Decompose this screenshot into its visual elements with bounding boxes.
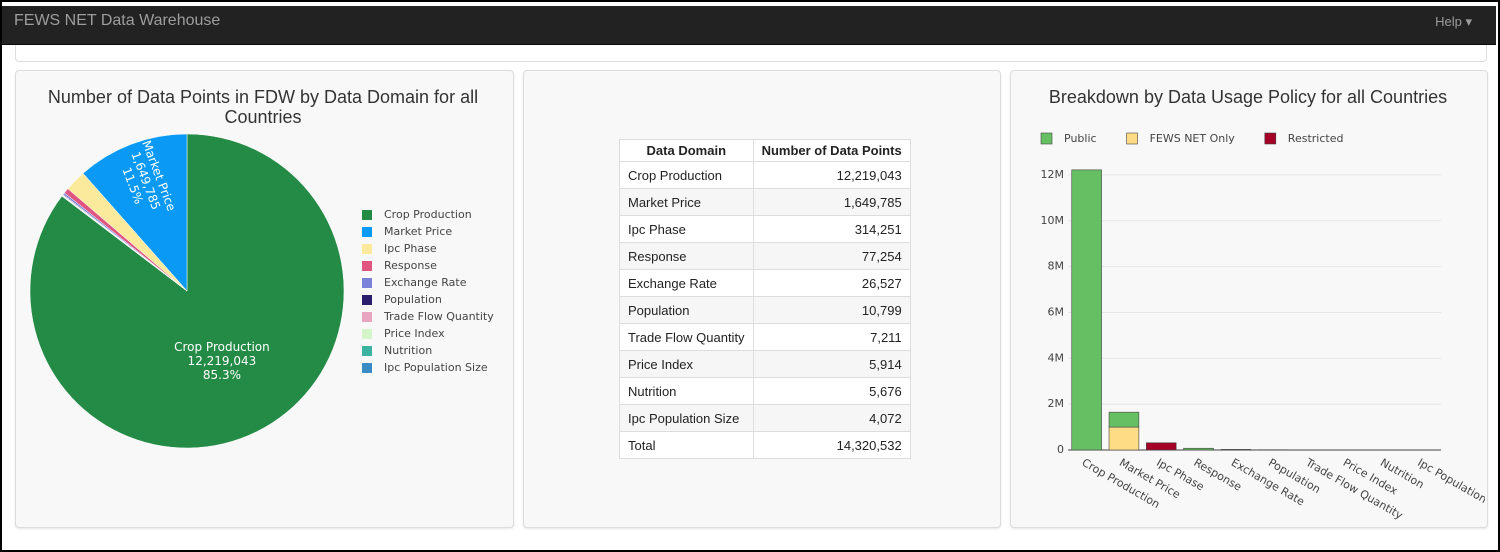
table-row: Population 10,799 — [619, 296, 911, 324]
table-cell: 7,211 — [752, 323, 911, 351]
column-header: Data Domain — [619, 139, 754, 162]
legend-label: Response — [384, 259, 437, 272]
legend-swatch — [1264, 132, 1277, 145]
legend-swatch — [362, 244, 372, 254]
pie-slice — [29, 133, 345, 449]
slice-label-text: Crop Production — [174, 340, 270, 354]
table-row: Exchange Rate 26,527 — [619, 269, 911, 297]
table-cell: 4,072 — [752, 404, 911, 432]
x-tick-label: Ipc Population Size — [1415, 456, 1500, 519]
legend-label: Ipc Phase — [384, 242, 437, 255]
table-row: Total 14,320,532 — [619, 431, 911, 459]
y-tick-label: 4M — [1048, 351, 1065, 364]
bar-segment — [1108, 411, 1140, 428]
legend-swatch — [362, 329, 372, 339]
bar-title: Breakdown by Data Usage Policy for all C… — [1048, 87, 1448, 107]
data-table: Data Domain Number of Data Points Crop Pro… — [619, 139, 911, 459]
legend-label: Population — [384, 293, 442, 306]
table-row: Ipc Population Size 4,072 — [619, 404, 911, 432]
table-cell: Population — [619, 296, 754, 324]
y-tick-label: 10M — [1041, 214, 1065, 227]
y-tick-label: 8M — [1048, 260, 1065, 273]
legend-swatch — [362, 312, 372, 322]
y-tick-label: 0 — [1057, 443, 1064, 456]
table-cell: 5,914 — [752, 350, 911, 378]
table-cell: 26,527 — [752, 269, 911, 297]
legend-swatch — [362, 363, 372, 373]
bar-segment — [1146, 442, 1177, 451]
legend-label: FEWS NET Only — [1150, 132, 1236, 145]
navbar: FEWS NET Data Warehouse Help ▾ — [2, 6, 1496, 45]
legend-swatch — [362, 227, 372, 237]
pie-slice — [61, 195, 188, 292]
legend-swatch — [362, 295, 372, 305]
legend-swatch — [362, 278, 372, 288]
table-cell: Market Price — [619, 188, 754, 216]
y-tick-label: 2M — [1048, 397, 1065, 410]
legend-label: Restricted — [1288, 132, 1344, 145]
table-cell: Price Index — [619, 350, 754, 378]
table-row: Nutrition 5,676 — [619, 377, 911, 405]
legend-label: Public — [1064, 132, 1097, 145]
legend-label: Trade Flow Quantity — [383, 310, 494, 323]
legend-swatch — [1126, 132, 1138, 145]
legend-label: Ipc Population Size — [384, 361, 488, 374]
bar-segment — [1071, 169, 1102, 451]
legend-swatch — [1040, 132, 1053, 145]
slice-label-text: 12,219,043 — [188, 354, 257, 368]
legend-swatch — [362, 210, 372, 220]
table-cell: Response — [619, 242, 754, 270]
pie-title: Number of Data Points in FDW by Data Dom… — [47, 87, 479, 127]
bar-segment — [1183, 447, 1214, 451]
legend-label: Nutrition — [384, 344, 432, 357]
legend-label: Price Index — [384, 327, 445, 340]
help-label[interactable]: Help — [1435, 14, 1462, 29]
bar-segment — [1108, 426, 1140, 451]
table-cell: 10,799 — [752, 296, 911, 324]
table-cell: Ipc Phase — [619, 215, 754, 243]
table-row: Price Index 5,914 — [619, 350, 911, 378]
legend-label: Market Price — [384, 225, 452, 238]
brand[interactable]: FEWS NET Data Warehouse — [14, 12, 221, 29]
legend-swatch — [362, 261, 372, 271]
table-cell: Exchange Rate — [619, 269, 754, 297]
legend-label: Crop Production — [384, 208, 472, 221]
table-row: Trade Flow Quantity 7,211 — [619, 323, 911, 351]
bar-segment — [1220, 449, 1252, 451]
table-cell: 14,320,532 — [752, 431, 911, 459]
help-menu[interactable]: Help ▾ — [1435, 14, 1472, 29]
table-cell: Trade Flow Quantity — [619, 323, 754, 351]
y-tick-label: 6M — [1048, 305, 1065, 318]
y-tick-label: 12M — [1041, 168, 1065, 181]
legend-label: Exchange Rate — [384, 276, 467, 289]
column-header: Number of Data Points — [752, 139, 911, 162]
table-cell: Total — [619, 431, 754, 459]
legend-swatch — [362, 346, 372, 356]
table-cell: Ipc Population Size — [619, 404, 754, 432]
table-row: Market Price 1,649,785 — [619, 188, 911, 216]
table-cell: 5,676 — [752, 377, 911, 405]
pie-slice — [82, 133, 188, 292]
slice-label-text: 85.3% — [203, 368, 241, 382]
